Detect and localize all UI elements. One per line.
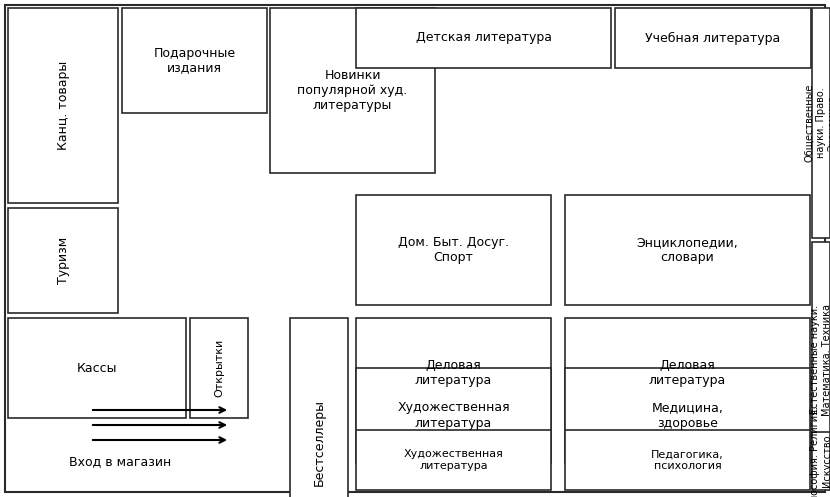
Bar — [615, 8, 811, 68]
Text: Художественная
литература: Художественная литература — [398, 402, 510, 429]
Bar — [565, 318, 810, 428]
Bar — [356, 318, 551, 428]
Text: Педагогика,
психология: Педагогика, психология — [651, 449, 724, 471]
Bar — [270, 8, 435, 173]
Bar — [8, 208, 118, 313]
Bar — [565, 430, 810, 490]
Text: Дом. Быт. Досуг.
Спорт: Дом. Быт. Досуг. Спорт — [398, 236, 509, 264]
Text: Бестселлеры: Бестселлеры — [313, 400, 325, 487]
Bar — [565, 195, 810, 305]
Bar — [8, 8, 118, 203]
Text: Общественные
науки. Право.
Экономика: Общественные науки. Право. Экономика — [804, 84, 830, 162]
Text: Деловая
литература: Деловая литература — [415, 359, 492, 387]
Bar — [356, 195, 551, 305]
Text: Философия. Религия.
Искусство: Философия. Религия. Искусство — [810, 406, 830, 497]
Bar — [812, 242, 830, 477]
Text: Художественная
литература: Художественная литература — [403, 449, 504, 471]
Bar — [122, 8, 267, 113]
Text: Детская литература: Детская литература — [416, 31, 551, 45]
Text: Канц. товары: Канц. товары — [56, 61, 70, 150]
Text: Медицина,
здоровье: Медицина, здоровье — [652, 402, 724, 429]
Bar — [812, 8, 830, 238]
Bar — [8, 318, 186, 418]
Text: Вход в магазин: Вход в магазин — [69, 455, 171, 469]
Bar — [356, 430, 551, 490]
Text: Новинки
популярной худ.
литературы: Новинки популярной худ. литературы — [297, 69, 408, 112]
Bar — [356, 368, 551, 463]
Text: Кассы: Кассы — [76, 361, 117, 375]
Text: Энциклопедии,
словари: Энциклопедии, словари — [637, 236, 739, 264]
Text: Деловая
литература: Деловая литература — [649, 359, 726, 387]
Bar — [290, 318, 348, 497]
Bar — [356, 8, 611, 68]
Text: Подарочные
издания: Подарочные издания — [154, 47, 236, 75]
Bar — [190, 318, 248, 418]
Text: Открытки: Открытки — [214, 339, 224, 397]
Bar — [565, 368, 810, 463]
Bar — [812, 432, 830, 490]
Text: Учебная литература: Учебная литература — [646, 31, 781, 45]
Text: Туризм: Туризм — [56, 237, 70, 284]
Text: Естественные науки.
Математика. Техника: Естественные науки. Математика. Техника — [810, 304, 830, 415]
